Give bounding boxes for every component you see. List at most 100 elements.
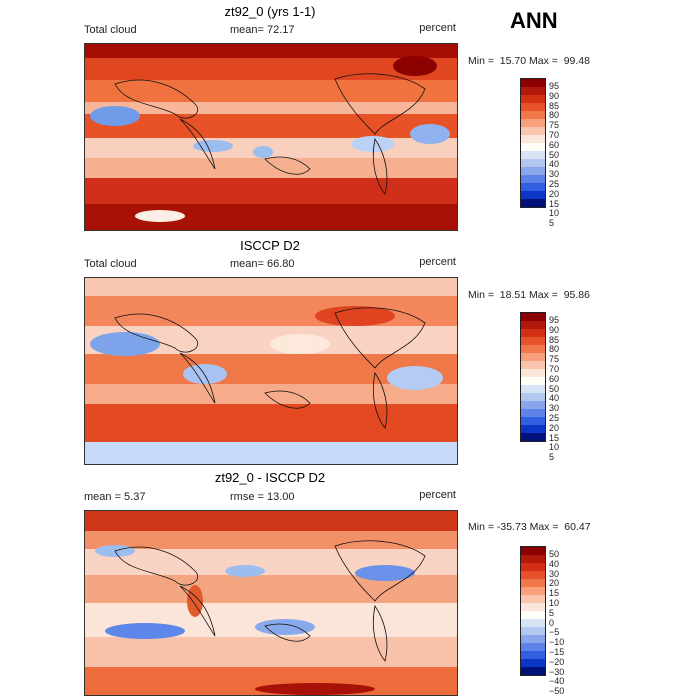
season-label: ANN (510, 8, 558, 33)
colorbar-swatch (521, 547, 545, 555)
colorbar-tick-label: 0 (549, 617, 555, 628)
colorbar-swatch (521, 667, 545, 675)
colorbar-tick-label: −30 (549, 666, 565, 677)
colorbar-swatch (521, 199, 545, 207)
panel-3-mean-label: mean = 5.37 (84, 491, 146, 503)
colorbar-swatch (521, 191, 545, 199)
panel-1-minmax: Min = 15.70 Max = 99.48 (468, 55, 590, 67)
colorbar-tick-label: 75 (549, 120, 560, 131)
colorbar-swatch (521, 111, 545, 119)
panel-2-colorbar-ticks: 95 90 85 80 75 70 60 50 40 30 25 20 15 10 5 (549, 315, 560, 463)
panel-3-rmse-label: rmse = 13.00 (230, 491, 295, 503)
colorbar-tick-label: 25 (549, 178, 560, 189)
colorbar-swatch (521, 635, 545, 643)
colorbar-tick-label: 85 (549, 100, 560, 111)
colorbar-tick-label: 10 (549, 442, 560, 453)
colorbar-tick-label: 40 (549, 159, 560, 170)
colorbar-tick-label: 5 (549, 607, 555, 618)
colorbar-tick-label: 30 (549, 403, 560, 414)
colorbar-tick-label: 40 (549, 393, 560, 404)
colorbar-tick-label: 20 (549, 422, 560, 433)
colorbar-tick-label: −50 (549, 686, 565, 697)
colorbar-swatch (521, 95, 545, 103)
colorbar-tick-label: 50 (549, 549, 560, 559)
colorbar-tick-label: 10 (549, 208, 560, 219)
colorbar-tick-label: 15 (549, 198, 560, 209)
panel-2-title: ISCCP D2 (240, 238, 300, 253)
colorbar-swatch (521, 369, 545, 377)
panel-1-units-label: percent (419, 22, 456, 34)
colorbar-swatch (521, 417, 545, 425)
colorbar-tick-label: −20 (549, 656, 565, 667)
colorbar-swatch (521, 159, 545, 167)
colorbar-swatch (521, 167, 545, 175)
colorbar-tick-label: 90 (549, 90, 560, 101)
panel-3-units-label: percent (419, 489, 456, 501)
colorbar-tick-label: 10 (549, 597, 560, 608)
colorbar-swatch (521, 603, 545, 611)
colorbar-swatch (521, 337, 545, 345)
colorbar-swatch (521, 627, 545, 635)
colorbar-swatch (521, 175, 545, 183)
panel-1-variable-label: Total cloud (84, 24, 137, 36)
colorbar-swatch (521, 353, 545, 361)
colorbar-swatch (521, 135, 545, 143)
colorbar-tick-label: 5 (549, 218, 555, 229)
colorbar-tick-label: 70 (549, 363, 560, 374)
colorbar-tick-label: 95 (549, 81, 560, 91)
colorbar-swatch (521, 361, 545, 369)
colorbar-swatch (521, 143, 545, 151)
colorbar-tick-label: 80 (549, 344, 560, 355)
colorbar-swatch (521, 611, 545, 619)
colorbar-swatch (521, 401, 545, 409)
colorbar-tick-label: 75 (549, 354, 560, 365)
colorbar-tick-label: 15 (549, 588, 560, 599)
colorbar-tick-label: 30 (549, 169, 560, 180)
colorbar-tick-label: 90 (549, 324, 560, 335)
colorbar-swatch (521, 329, 545, 337)
colorbar-tick-label: −10 (549, 637, 565, 648)
colorbar-tick-label: 40 (549, 558, 560, 569)
colorbar-swatch (521, 571, 545, 579)
colorbar-swatch (521, 151, 545, 159)
colorbar-tick-label: 60 (549, 139, 560, 150)
colorbar-tick-label: 50 (549, 149, 560, 160)
colorbar-swatch (521, 433, 545, 441)
panel-3-colorbar (520, 546, 546, 676)
colorbar-swatch (521, 127, 545, 135)
colorbar-swatch (521, 425, 545, 433)
colorbar-tick-label: 60 (549, 373, 560, 384)
colorbar-tick-label: 5 (549, 452, 555, 463)
panel-3-colorbar-ticks: 50 40 30 20 15 10 5 0 −5 −10 −15 −20 −30 −40 −50 (549, 549, 565, 697)
panel-1-mean-label: mean= 72.17 (230, 24, 295, 36)
colorbar-swatch (521, 555, 545, 563)
colorbar-tick-label: 95 (549, 315, 560, 325)
panel-2-map (84, 277, 458, 465)
panel-1-colorbar (520, 78, 546, 208)
colorbar-swatch (521, 651, 545, 659)
colorbar-tick-label: 30 (549, 568, 560, 579)
panel-2-minmax: Min = 18.51 Max = 95.86 (468, 289, 590, 301)
colorbar-tick-label: 20 (549, 578, 560, 589)
colorbar-swatch (521, 321, 545, 329)
colorbar-tick-label: 85 (549, 334, 560, 345)
panel-1-title: zt92_0 (yrs 1-1) (224, 4, 316, 19)
panel-1-map (84, 43, 458, 231)
colorbar-tick-label: −40 (549, 676, 565, 687)
panel-2-units-label: percent (419, 256, 456, 268)
colorbar-swatch (521, 587, 545, 595)
panel-3-map (84, 510, 458, 696)
colorbar-tick-label: 15 (549, 432, 560, 443)
colorbar-tick-label: 20 (549, 188, 560, 199)
panel-3-minmax: Min = -35.73 Max = 60.47 (468, 521, 591, 533)
colorbar-tick-label: 25 (549, 412, 560, 423)
colorbar-tick-label: 70 (549, 129, 560, 140)
colorbar-swatch (521, 183, 545, 191)
colorbar-swatch (521, 393, 545, 401)
colorbar-swatch (521, 103, 545, 111)
colorbar-swatch (521, 579, 545, 587)
colorbar-tick-label: −5 (549, 627, 560, 638)
colorbar-tick-label: 80 (549, 110, 560, 121)
panel-2-variable-label: Total cloud (84, 258, 137, 270)
colorbar-swatch (521, 595, 545, 603)
